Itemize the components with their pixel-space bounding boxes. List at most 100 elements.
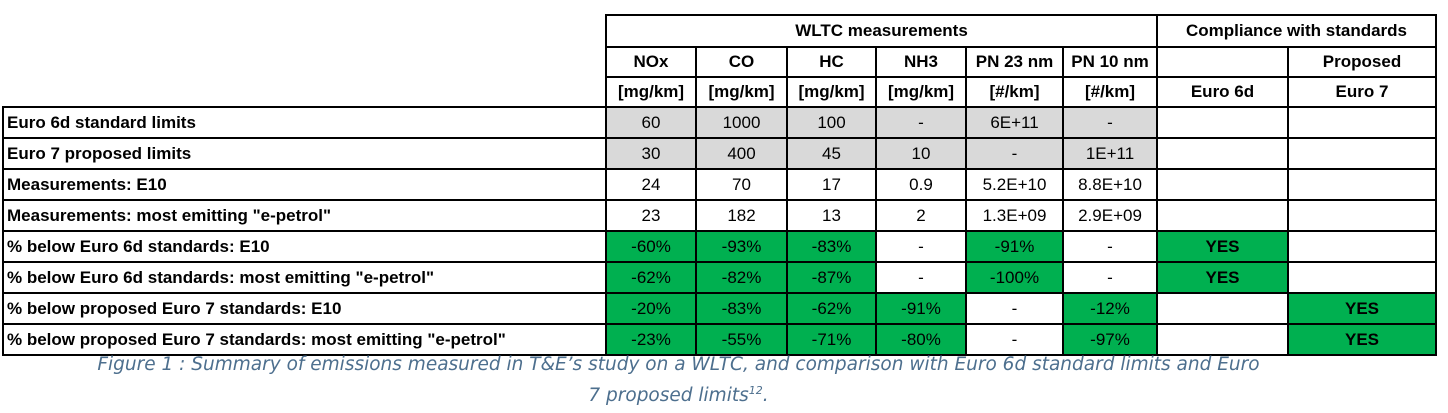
cell-value: 60	[605, 106, 697, 139]
compliance-euro7	[1287, 168, 1437, 201]
cell-value: -80%	[875, 323, 967, 356]
cell-value: 182	[695, 199, 788, 232]
cell-value: -	[965, 292, 1064, 325]
row-label: % below Euro 6d standards: most emitting…	[2, 261, 607, 294]
table-row: Measurements: E10 24 70 17 0.9 5.2E+10 8…	[2, 168, 1437, 201]
table-row: Measurements: most emitting "e-petrol" 2…	[2, 199, 1437, 232]
row-label: Measurements: E10	[2, 168, 607, 201]
cell-value: -91%	[965, 230, 1064, 263]
cell-value: 1.3E+09	[965, 199, 1064, 232]
col-header-unit: [mg/km]	[875, 76, 967, 108]
cell-value: 400	[695, 137, 788, 170]
cell-value: -	[1062, 106, 1158, 139]
cell-value: -60%	[605, 230, 697, 263]
compliance-euro7: YES	[1287, 292, 1437, 325]
cell-value: 0.9	[875, 168, 967, 201]
cell-value: -62%	[605, 261, 697, 294]
row-label: % below proposed Euro 7 standards: most …	[2, 323, 607, 356]
caption-line-2: 7 proposed limits12.	[6, 378, 1351, 409]
row-label: Euro 6d standard limits	[2, 106, 607, 139]
compliance-euro6d	[1156, 137, 1289, 170]
caption-footnote: 12	[748, 384, 763, 397]
cell-value: 17	[786, 168, 877, 201]
cell-value: 70	[695, 168, 788, 201]
corner-blank	[3, 15, 607, 107]
cell-value: -	[875, 106, 967, 139]
col-header-unit: [#/km]	[1062, 76, 1158, 108]
compliance-euro6d	[1156, 106, 1289, 139]
compliance-euro7	[1287, 137, 1437, 170]
cell-value: -	[1062, 230, 1158, 263]
cell-value: -62%	[786, 292, 877, 325]
col-header-name: PN 10 nm	[1062, 46, 1158, 78]
compliance-euro6d	[1156, 292, 1289, 325]
cell-value: -91%	[875, 292, 967, 325]
table-row: % below Euro 6d standards: E10 -60% -93%…	[2, 230, 1437, 263]
cell-value: -	[965, 137, 1064, 170]
caption-end: .	[762, 385, 769, 407]
cell-value: -20%	[605, 292, 697, 325]
col-header-unit: [mg/km]	[605, 76, 697, 108]
table-row: Euro 7 proposed limits 30 400 45 10 - 1E…	[2, 137, 1437, 170]
cell-value: -	[875, 230, 967, 263]
col-header-proposed: Proposed	[1287, 46, 1437, 78]
cell-value: -71%	[786, 323, 877, 356]
cell-value: -	[965, 323, 1064, 356]
figure-caption: Figure 1 : Summary of emissions measured…	[6, 352, 1351, 409]
cell-value: 13	[786, 199, 877, 232]
row-label: % below proposed Euro 7 standards: E10	[2, 292, 607, 325]
caption-line-1: Figure 1 : Summary of emissions measured…	[97, 354, 1260, 375]
col-header-name: NOx	[605, 46, 697, 78]
cell-value: -23%	[605, 323, 697, 356]
col-header-euro7: Euro 7	[1287, 76, 1437, 108]
cell-value: -93%	[695, 230, 788, 263]
table-row: % below Euro 6d standards: most emitting…	[2, 261, 1437, 294]
compliance-euro6d: YES	[1156, 261, 1289, 294]
table-row: % below proposed Euro 7 standards: E10 -…	[2, 292, 1437, 325]
cell-value: 23	[605, 199, 697, 232]
cell-value: 1E+11	[1062, 137, 1158, 170]
compliance-euro6d: YES	[1156, 230, 1289, 263]
group-header-compliance: Compliance with standards	[1156, 14, 1437, 48]
cell-value: -	[1062, 261, 1158, 294]
cell-value: 30	[605, 137, 697, 170]
row-label: Euro 7 proposed limits	[2, 137, 607, 170]
group-header-wltc: WLTC measurements	[605, 14, 1158, 48]
col-header-name: HC	[786, 46, 877, 78]
col-header-name: NH3	[875, 46, 967, 78]
compliance-euro7	[1287, 230, 1437, 263]
row-label: % below Euro 6d standards: E10	[2, 230, 607, 263]
cell-value: -83%	[786, 230, 877, 263]
col-header-name: CO	[695, 46, 788, 78]
cell-value: 1000	[695, 106, 788, 139]
cell-value: 6E+11	[965, 106, 1064, 139]
col-header-name: PN 23 nm	[965, 46, 1064, 78]
cell-value: -55%	[695, 323, 788, 356]
compliance-euro7	[1287, 261, 1437, 294]
col-header-unit: [mg/km]	[695, 76, 788, 108]
cell-value: -83%	[695, 292, 788, 325]
cell-value: -97%	[1062, 323, 1158, 356]
compliance-euro6d	[1156, 199, 1289, 232]
cell-value: -	[875, 261, 967, 294]
table-row: % below proposed Euro 7 standards: most …	[2, 323, 1437, 356]
emissions-table: WLTC measurements Compliance with standa…	[2, 14, 1437, 356]
cell-value: 5.2E+10	[965, 168, 1064, 201]
col-header-unit: [mg/km]	[786, 76, 877, 108]
table-row: Euro 6d standard limits 60 1000 100 - 6E…	[2, 106, 1437, 139]
compliance-euro7: YES	[1287, 323, 1437, 356]
cell-value: 2	[875, 199, 967, 232]
compliance-euro6d	[1156, 168, 1289, 201]
cell-value: 45	[786, 137, 877, 170]
caption-line-2-text: 7 proposed limits	[588, 385, 749, 407]
compliance-euro7	[1287, 199, 1437, 232]
cell-value: 100	[786, 106, 877, 139]
compliance-euro6d	[1156, 323, 1289, 356]
cell-value: 24	[605, 168, 697, 201]
row-label: Measurements: most emitting "e-petrol"	[2, 199, 607, 232]
cell-value: -12%	[1062, 292, 1158, 325]
col-header-euro6d-blank	[1156, 46, 1289, 78]
cell-value: 8.8E+10	[1062, 168, 1158, 201]
cell-value: 2.9E+09	[1062, 199, 1158, 232]
col-header-euro6d: Euro 6d	[1156, 76, 1289, 108]
